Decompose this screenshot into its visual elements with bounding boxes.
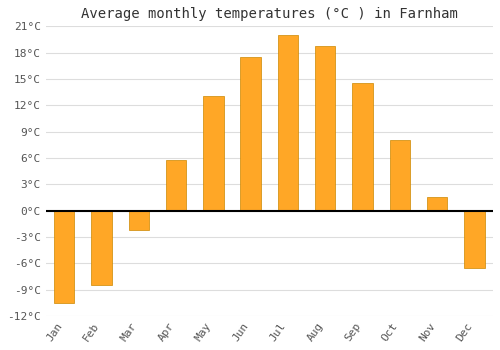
Bar: [166, 160, 186, 211]
Bar: [54, 211, 74, 303]
Bar: [352, 83, 373, 211]
Bar: [240, 57, 261, 211]
Bar: [203, 97, 224, 211]
Bar: [390, 140, 410, 211]
Bar: [278, 35, 298, 211]
Bar: [128, 211, 149, 230]
Title: Average monthly temperatures (°C ) in Farnham: Average monthly temperatures (°C ) in Fa…: [81, 7, 458, 21]
Bar: [464, 211, 484, 268]
Bar: [91, 211, 112, 285]
Bar: [315, 47, 336, 211]
Bar: [427, 197, 448, 211]
